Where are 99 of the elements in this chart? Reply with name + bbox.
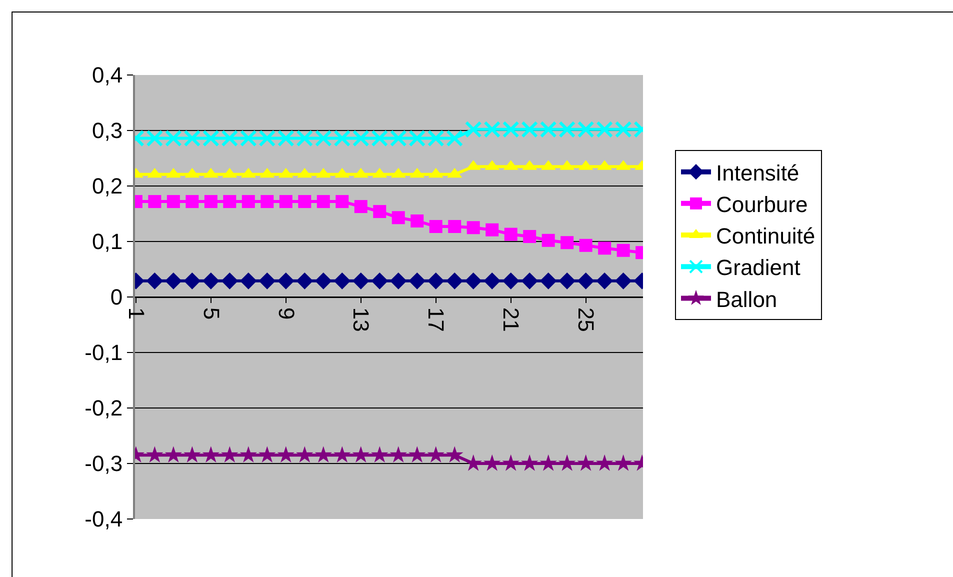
point (166, 195, 180, 208)
point (184, 272, 201, 290)
point (483, 454, 501, 471)
point (521, 272, 538, 290)
point (540, 272, 557, 290)
point (596, 454, 614, 471)
point (242, 195, 255, 208)
x-tick-label: 13 (348, 307, 374, 332)
point (298, 195, 312, 208)
point (333, 446, 351, 463)
y-tick-label: -0,3 (84, 451, 123, 476)
point (466, 221, 480, 234)
point (392, 211, 405, 224)
y-tick-label: 0,3 (92, 118, 123, 144)
point (373, 205, 386, 218)
point (502, 454, 520, 471)
point (504, 228, 518, 241)
point (577, 454, 594, 471)
point (408, 272, 426, 290)
legend-label: Ballon (716, 286, 778, 312)
point (352, 272, 370, 290)
point (577, 272, 594, 290)
point (614, 454, 632, 471)
point (258, 272, 276, 290)
point (352, 446, 370, 463)
point (520, 454, 538, 471)
point (558, 454, 576, 471)
y-tick-label: 0,4 (92, 62, 123, 88)
point (164, 446, 182, 463)
x-tick-label: 9 (274, 307, 299, 320)
point (354, 200, 368, 214)
point (408, 446, 426, 463)
y-tick-label: 0,1 (92, 229, 123, 254)
point (464, 272, 482, 290)
x-tick-label: 25 (574, 307, 599, 332)
point (540, 454, 557, 471)
point (579, 238, 592, 252)
point (146, 272, 164, 290)
point (446, 446, 464, 463)
point (148, 195, 162, 208)
point (560, 236, 574, 250)
legend-label: Courbure (716, 192, 808, 218)
legend-label: Intensité (716, 160, 800, 186)
point (427, 446, 445, 463)
legend-label: Continuité (716, 224, 816, 249)
point (410, 214, 424, 228)
y-tick-label: -0,1 (84, 340, 123, 366)
point (448, 220, 462, 234)
point (314, 272, 332, 290)
point (296, 446, 314, 463)
point (240, 272, 257, 290)
point (221, 272, 238, 290)
point (146, 446, 164, 463)
point (240, 446, 258, 463)
x-tick-label: 17 (424, 307, 449, 332)
point (502, 272, 520, 290)
point (164, 272, 182, 290)
y-tick-label: -0,2 (84, 396, 123, 421)
y-tick-label: -0,4 (84, 506, 123, 532)
legend-label: Gradient (716, 255, 800, 280)
point (429, 220, 442, 234)
point (277, 272, 294, 290)
y-tick-label: 0,2 (92, 174, 123, 199)
point (260, 195, 274, 208)
point (258, 446, 276, 463)
point (184, 446, 201, 463)
point (186, 195, 199, 208)
point (542, 234, 555, 247)
point (296, 272, 314, 290)
y-tick-label: 0 (110, 284, 123, 310)
point (314, 446, 332, 463)
point (202, 272, 220, 290)
point (277, 446, 295, 463)
point (370, 446, 388, 463)
point (202, 446, 220, 463)
point (614, 272, 632, 290)
point (390, 272, 407, 290)
point (221, 446, 238, 463)
point (596, 272, 614, 290)
point (427, 272, 444, 290)
point (371, 272, 388, 290)
point (523, 230, 536, 244)
point (316, 195, 330, 208)
point (598, 242, 612, 255)
point (204, 195, 218, 208)
point (558, 272, 576, 290)
point (336, 195, 349, 208)
point (446, 272, 464, 290)
point (279, 195, 292, 208)
point (616, 244, 630, 257)
point (464, 454, 482, 471)
point (334, 272, 351, 290)
point (484, 272, 501, 290)
point (486, 223, 499, 236)
point (390, 446, 408, 463)
point (223, 195, 236, 208)
x-tick-label: 1 (124, 307, 149, 320)
x-tick-label: 21 (498, 307, 524, 332)
x-tick-label: 5 (198, 307, 224, 320)
